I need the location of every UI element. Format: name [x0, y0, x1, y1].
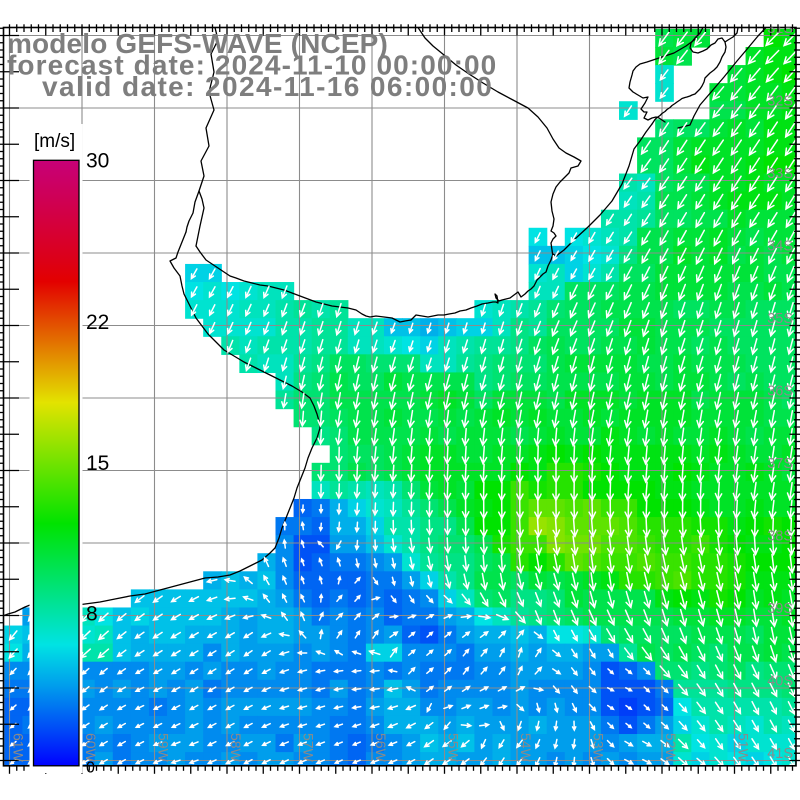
svg-text:60W: 60W	[83, 733, 99, 763]
svg-text:30: 30	[86, 149, 109, 172]
svg-text:41S: 41S	[767, 746, 793, 762]
svg-text:61W: 61W	[11, 733, 27, 763]
svg-text:52W: 52W	[663, 733, 679, 763]
svg-text:22: 22	[86, 311, 109, 334]
svg-text:15: 15	[86, 452, 109, 475]
svg-text:56W: 56W	[373, 733, 389, 763]
svg-text:54W: 54W	[518, 733, 534, 763]
svg-text:[m/s]: [m/s]	[34, 131, 75, 152]
svg-text:57W: 57W	[301, 733, 317, 763]
svg-text:53W: 53W	[591, 733, 607, 763]
svg-text:31S: 31S	[767, 21, 793, 37]
svg-text:modelo GEFS-WAVE (NCEP): modelo GEFS-WAVE (NCEP)	[7, 28, 388, 59]
svg-text:32S: 32S	[767, 94, 793, 110]
svg-text:40S: 40S	[767, 674, 793, 690]
svg-text:forecast date: 2024-11-10 00:0: forecast date: 2024-11-10 00:00:00	[7, 50, 497, 81]
svg-text:39S: 39S	[767, 601, 793, 617]
svg-text:58W: 58W	[228, 733, 244, 763]
svg-text:37S: 37S	[767, 456, 793, 472]
svg-text:38S: 38S	[767, 529, 793, 545]
svg-text:34S: 34S	[767, 239, 793, 255]
svg-text:59W: 59W	[156, 733, 172, 763]
svg-text:51W: 51W	[736, 733, 752, 763]
svg-text:8: 8	[86, 602, 98, 625]
svg-text:33S: 33S	[767, 166, 793, 182]
svg-text:55W: 55W	[446, 733, 462, 763]
svg-text:36S: 36S	[767, 384, 793, 400]
svg-text:0: 0	[86, 760, 95, 777]
svg-text:valid date: 2024-11-16 06:00:0: valid date: 2024-11-16 06:00:00	[42, 71, 493, 102]
svg-text:35S: 35S	[767, 311, 793, 327]
